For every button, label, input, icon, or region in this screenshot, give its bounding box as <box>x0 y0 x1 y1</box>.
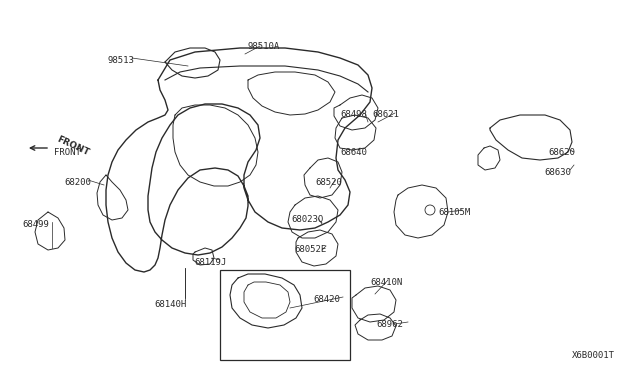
Text: 68410N: 68410N <box>370 278 403 287</box>
Text: 68200: 68200 <box>64 178 91 187</box>
Text: 68052E: 68052E <box>294 245 326 254</box>
Text: 68498: 68498 <box>340 110 367 119</box>
Text: 68499: 68499 <box>22 220 49 229</box>
Text: 68023Q: 68023Q <box>291 215 323 224</box>
Text: FRONT: FRONT <box>55 134 90 157</box>
Text: 98513: 98513 <box>108 56 135 65</box>
Text: 68621: 68621 <box>372 110 399 119</box>
Text: 68640: 68640 <box>340 148 367 157</box>
Text: 68630: 68630 <box>544 168 571 177</box>
Text: 68140H: 68140H <box>154 300 186 309</box>
Text: 68962: 68962 <box>376 320 403 329</box>
Text: FRONT: FRONT <box>54 148 81 157</box>
Text: 68119J: 68119J <box>194 258 227 267</box>
Text: X6B0001T: X6B0001T <box>572 351 615 360</box>
Text: 68420: 68420 <box>313 295 340 304</box>
Text: 68520: 68520 <box>315 178 342 187</box>
Text: 98510A: 98510A <box>248 42 280 51</box>
Text: 68105M: 68105M <box>438 208 470 217</box>
Text: 68620: 68620 <box>548 148 575 157</box>
